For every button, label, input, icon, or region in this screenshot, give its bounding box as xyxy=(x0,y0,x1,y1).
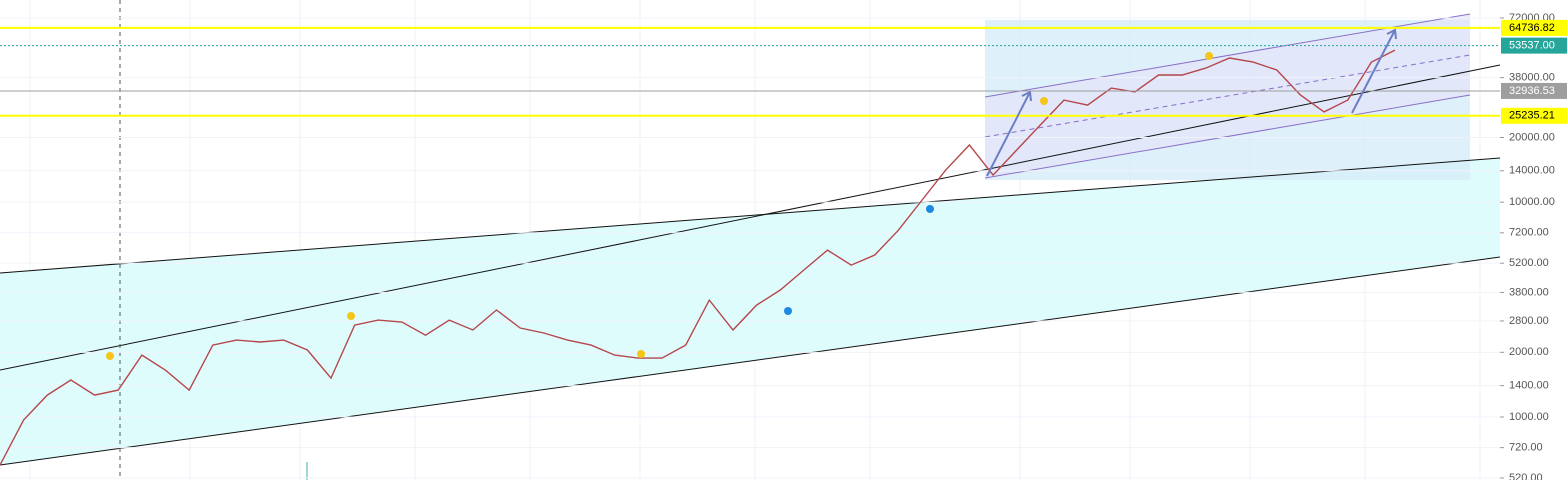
channel-line xyxy=(0,256,1501,466)
event-marker[interactable] xyxy=(926,205,934,213)
price-axis xyxy=(1500,0,1568,480)
channel-line xyxy=(0,157,1501,274)
y-tick-label: 520.00 xyxy=(1509,472,1543,480)
price-level-tag xyxy=(1501,37,1567,54)
y-tick-label: 38000.00 xyxy=(1509,72,1555,84)
volume-bar xyxy=(306,462,308,480)
y-tick-label: 5200.00 xyxy=(1509,257,1549,269)
y-tick-label: 20000.00 xyxy=(1509,131,1555,143)
arrow xyxy=(986,90,1032,177)
y-tick-label: 2800.00 xyxy=(1509,315,1549,327)
price-level-label: 25235.21 xyxy=(1509,110,1555,122)
event-marker[interactable] xyxy=(1040,97,1048,105)
axis-layer: 72000.0038000.0020000.0014000.0010000.00… xyxy=(1500,12,1567,480)
y-tick-label: 1000.00 xyxy=(1509,411,1549,423)
y-tick-label: 2000.00 xyxy=(1509,346,1549,358)
price-level-label: 32936.53 xyxy=(1509,85,1555,97)
small-channel-line xyxy=(984,94,1471,179)
event-marker[interactable] xyxy=(106,352,114,360)
series-layer xyxy=(0,17,1500,479)
y-tick-label: 3800.00 xyxy=(1509,286,1549,298)
event-marker[interactable] xyxy=(1205,52,1213,60)
y-tick-label: 14000.00 xyxy=(1509,165,1555,177)
y-tick-label: 720.00 xyxy=(1509,442,1543,454)
price-level-label: 64736.82 xyxy=(1509,22,1555,34)
y-tick-label: 7200.00 xyxy=(1509,227,1549,239)
y-tick-label: 10000.00 xyxy=(1509,196,1555,208)
price-level-tag xyxy=(1501,82,1567,99)
price-line xyxy=(0,49,1396,466)
arrow xyxy=(1351,28,1397,114)
price-level-tag xyxy=(1501,107,1567,124)
small-channel-mid xyxy=(984,54,1471,138)
price-level-label: 53537.00 xyxy=(1509,40,1555,52)
event-marker[interactable] xyxy=(347,312,355,320)
event-marker[interactable] xyxy=(784,307,792,315)
y-tick-label: 1400.00 xyxy=(1509,380,1549,392)
price-level-tag xyxy=(1501,19,1567,36)
annotations xyxy=(106,28,1397,360)
layout xyxy=(0,0,1501,480)
event-marker[interactable] xyxy=(637,350,645,358)
